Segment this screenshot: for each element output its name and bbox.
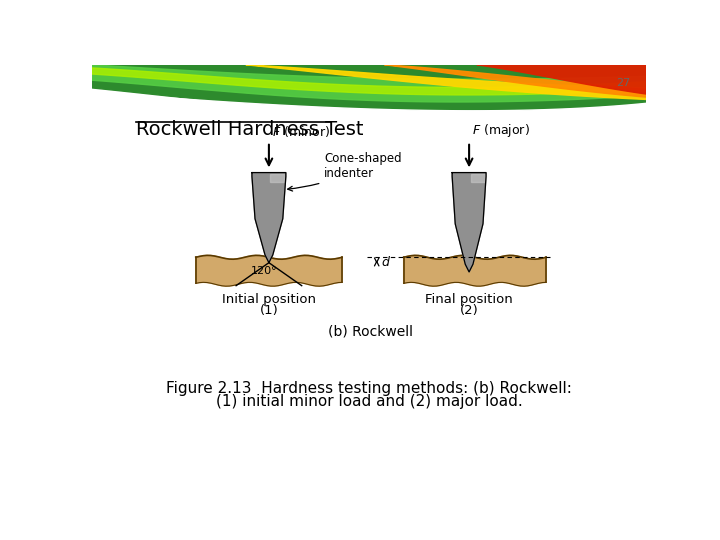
Polygon shape: [92, 68, 647, 95]
Text: (1) initial minor load and (2) major load.: (1) initial minor load and (2) major loa…: [215, 394, 523, 409]
Polygon shape: [404, 255, 546, 286]
Polygon shape: [271, 174, 284, 182]
Text: Figure 2.13  Hardness testing methods: (b) Rockwell:: Figure 2.13 Hardness testing methods: (b…: [166, 381, 572, 395]
Polygon shape: [252, 173, 286, 262]
Polygon shape: [196, 255, 342, 286]
Polygon shape: [384, 65, 647, 97]
Text: 27: 27: [616, 78, 631, 88]
Polygon shape: [92, 65, 647, 113]
Text: $F$ (minor): $F$ (minor): [272, 124, 330, 139]
Polygon shape: [92, 65, 647, 102]
Polygon shape: [471, 174, 485, 182]
Text: (1): (1): [259, 304, 278, 318]
Text: Rockwell Hardness Test: Rockwell Hardness Test: [137, 120, 364, 139]
Text: (2): (2): [460, 304, 479, 318]
Text: Cone-shaped
indenter: Cone-shaped indenter: [288, 152, 402, 191]
Text: 120°: 120°: [251, 266, 278, 276]
Text: Final position: Final position: [426, 294, 513, 307]
Text: $d$: $d$: [381, 255, 390, 269]
Text: Initial position: Initial position: [222, 294, 316, 307]
Polygon shape: [477, 65, 647, 94]
Polygon shape: [246, 65, 647, 99]
Text: (b) Rockwell: (b) Rockwell: [328, 325, 413, 338]
Text: $F$ (major): $F$ (major): [472, 122, 530, 139]
Polygon shape: [92, 92, 647, 481]
Polygon shape: [452, 173, 486, 272]
